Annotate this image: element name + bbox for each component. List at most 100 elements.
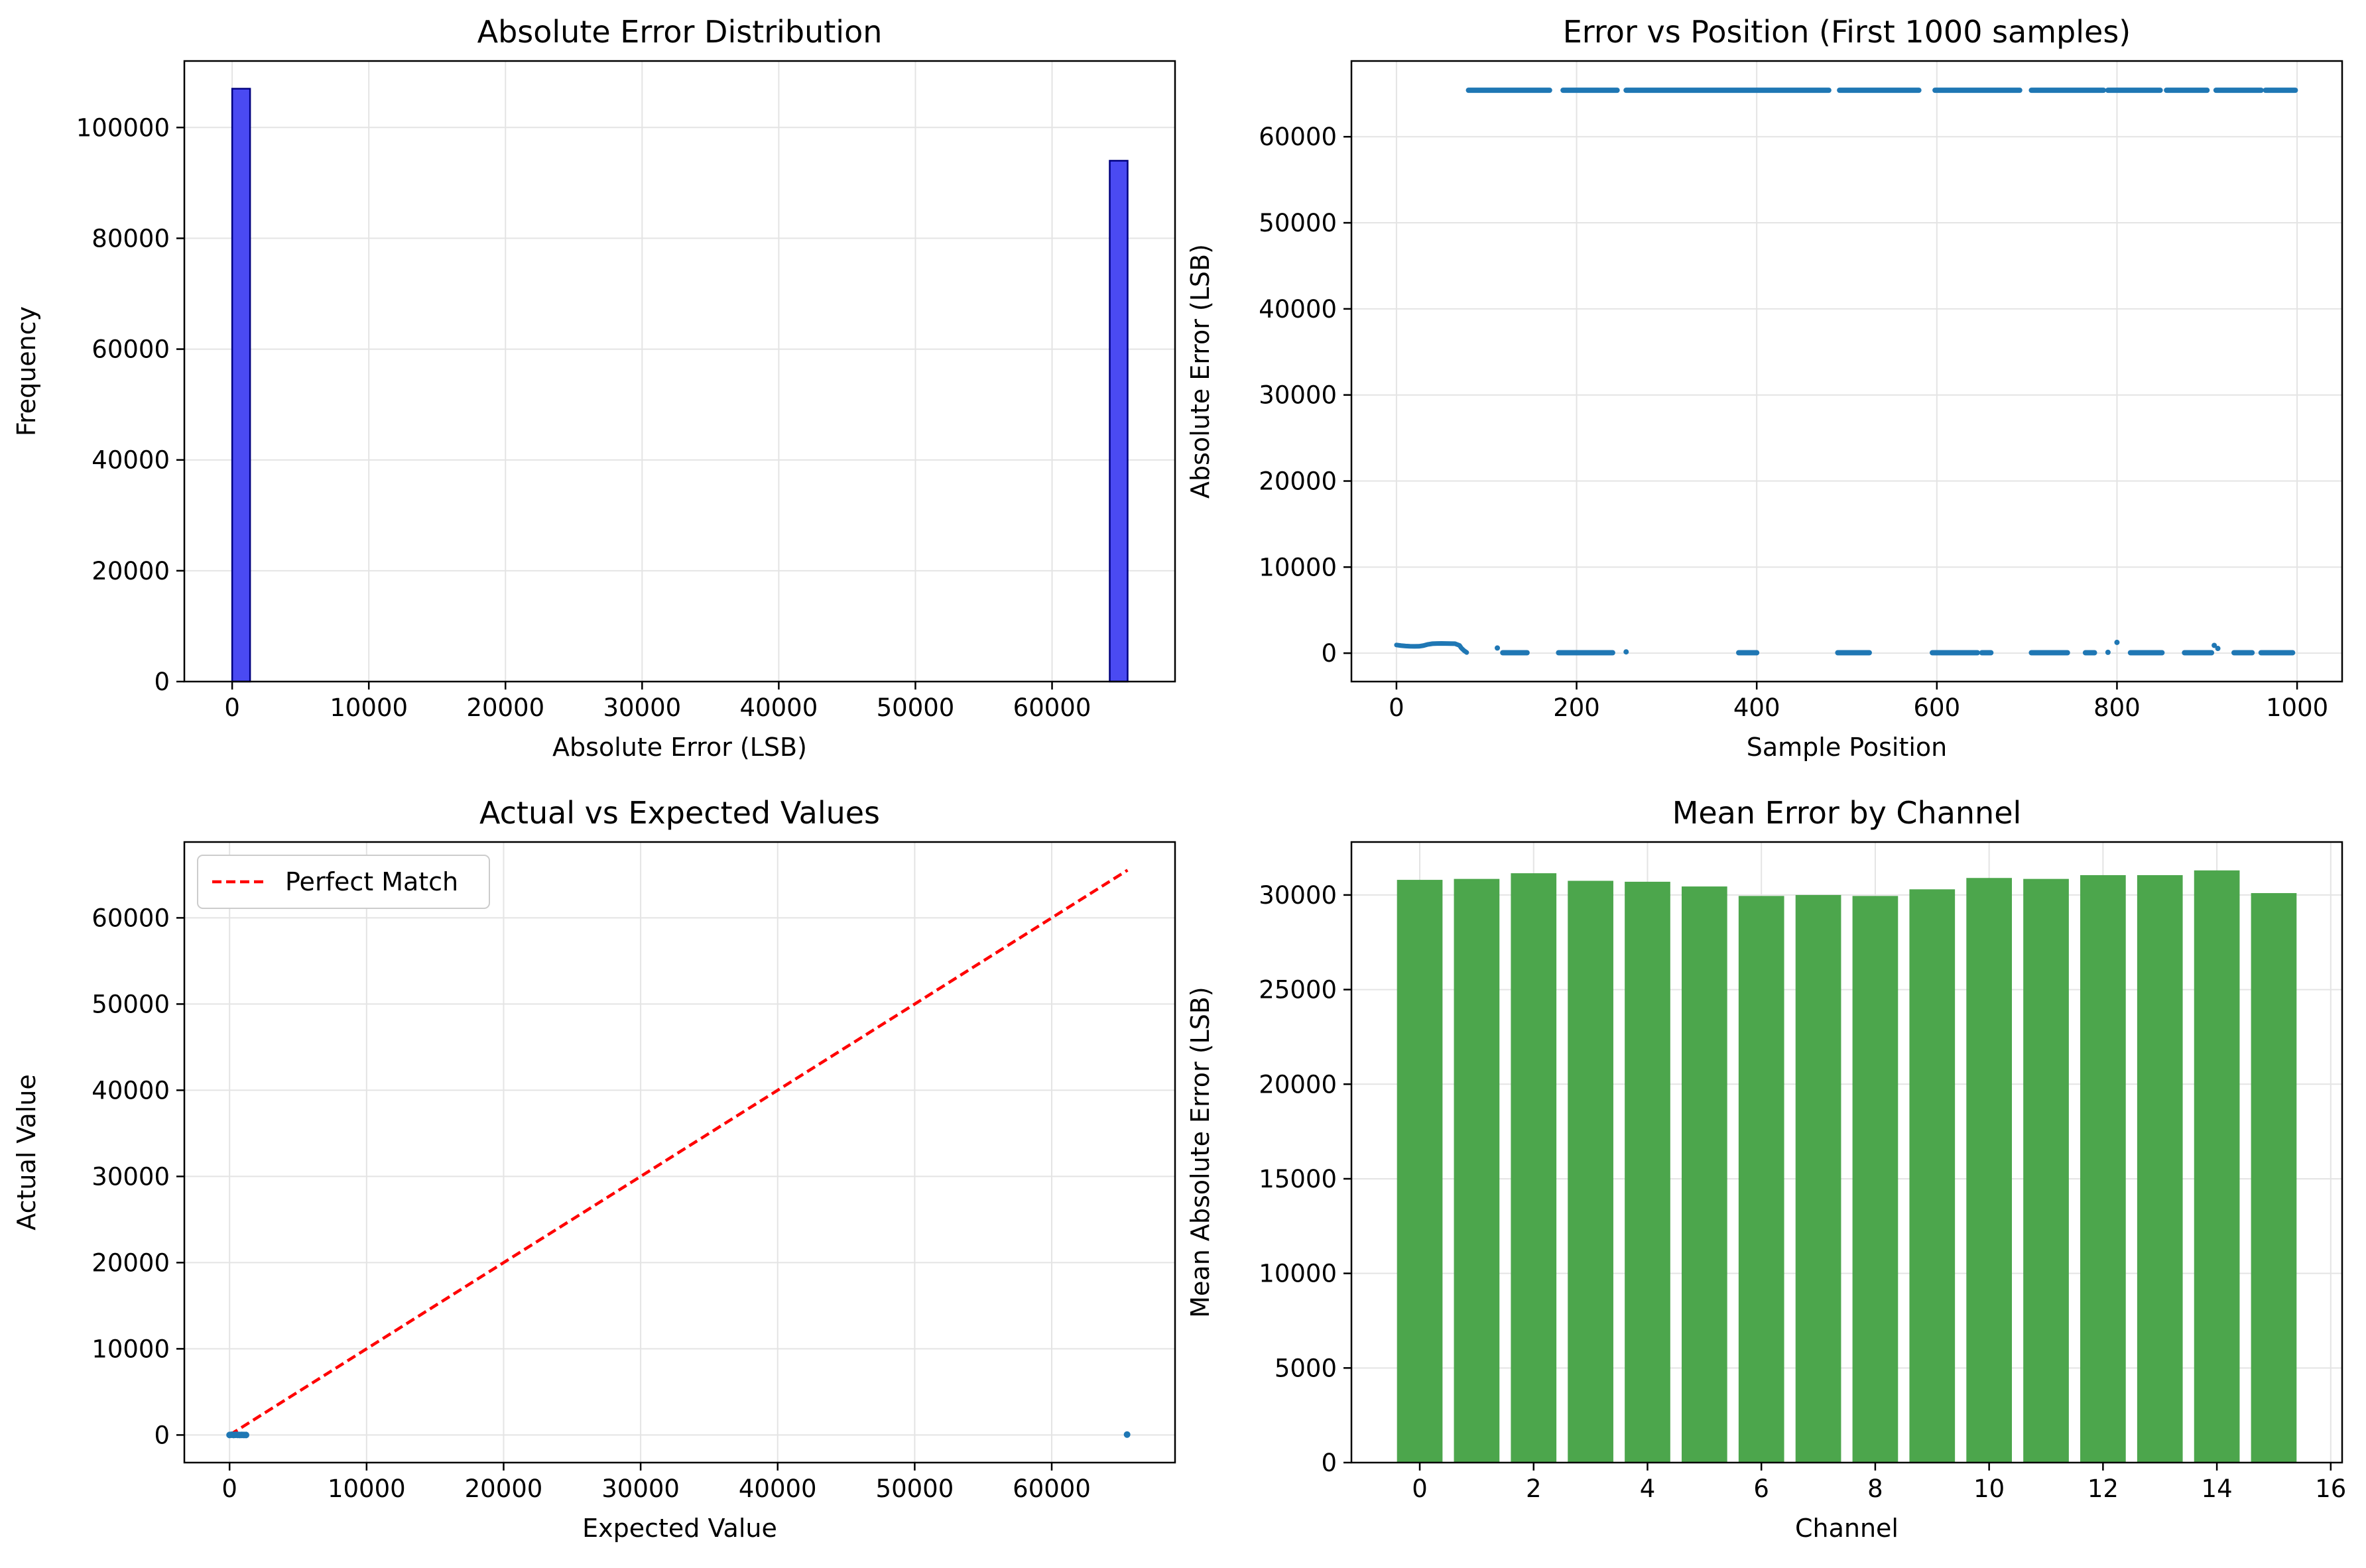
scatter-point <box>1123 1431 1131 1438</box>
y-tick-label: 30000 <box>92 1162 170 1191</box>
axes: 0 10000 20000 30000 40000 50000 60000 0 10000 200… <box>12 795 1176 1543</box>
x-axis-label: Channel <box>1795 1514 1899 1543</box>
channel-bar <box>1738 896 1784 1463</box>
scatter-point <box>1495 645 1501 651</box>
legend-label: Perfect Match <box>285 867 458 896</box>
x-tick-label: 1000 <box>2266 694 2328 722</box>
y-tick-label: 60000 <box>92 335 170 364</box>
scatter-point <box>2114 639 2120 645</box>
plot-frame <box>183 60 1176 683</box>
channel-bar <box>1568 880 1613 1463</box>
x-tick-label: 800 <box>2093 694 2141 722</box>
x-tick-label: 8 <box>1867 1475 1883 1503</box>
y-axis-label: Frequency <box>12 306 41 436</box>
x-tick-label: 40000 <box>740 694 818 722</box>
legend: Perfect Match <box>197 855 490 909</box>
x-tick-label: 0 <box>1389 694 1404 722</box>
y-tick-label: 50000 <box>92 990 170 1018</box>
x-tick-label: 0 <box>224 694 240 722</box>
y-tick-label: 60000 <box>92 904 170 932</box>
chart-panel-1: 0 10000 20000 30000 40000 50000 60000 0 20000 400… <box>12 14 1176 762</box>
x-tick-label: 16 <box>2315 1475 2346 1503</box>
y-tick-label: 50000 <box>1259 209 1337 237</box>
x-tick-label: 400 <box>1733 694 1780 722</box>
chart-title: Mean Error by Channel <box>1672 795 2022 831</box>
y-tick-label: 40000 <box>1259 295 1337 324</box>
legend-box <box>197 855 490 909</box>
y-tick-label: 10000 <box>1259 1260 1337 1288</box>
y-tick-label: 100000 <box>76 113 170 142</box>
plot-frame <box>1350 841 2343 1464</box>
channel-bar <box>2194 870 2240 1463</box>
plot-area <box>1394 88 2298 656</box>
plot-area <box>1397 870 2297 1463</box>
x-tick-label: 50000 <box>877 694 955 722</box>
scatter-point <box>242 1431 249 1439</box>
x-tick-label: 4 <box>1640 1475 1656 1503</box>
axes: 0 2 4 6 8 10 12 14 16 0 5000 10000 15000 20000 25000 30… <box>1186 795 2346 1543</box>
y-axis-label: Actual Value <box>12 1074 41 1230</box>
x-tick-label: 10 <box>1973 1475 2005 1503</box>
y-tick-label: 0 <box>1321 1449 1337 1477</box>
y-tick-label: 20000 <box>92 557 170 585</box>
chart-title: Error vs Position (First 1000 samples) <box>1563 14 2131 50</box>
x-tick-label: 30000 <box>603 694 681 722</box>
y-tick-label: 20000 <box>92 1248 170 1277</box>
y-tick-label: 0 <box>154 668 170 696</box>
channel-bar <box>2251 893 2297 1463</box>
y-tick-label: 10000 <box>1259 553 1337 581</box>
x-tick-label: 10000 <box>330 694 408 722</box>
x-tick-label: 200 <box>1553 694 1600 722</box>
y-tick-label: 40000 <box>92 1076 170 1105</box>
x-tick-label: 50000 <box>876 1475 954 1503</box>
x-tick-label: 0 <box>221 1475 237 1503</box>
channel-bar <box>2080 874 2126 1463</box>
y-tick-label: 10000 <box>92 1335 170 1363</box>
x-tick-label: 30000 <box>601 1475 680 1503</box>
histogram-bar <box>1109 160 1129 683</box>
y-axis-label: Absolute Error (LSB) <box>1186 244 1215 499</box>
y-tick-label: 30000 <box>1259 381 1337 410</box>
axes: 0 200 400 600 800 100001000020000300004000050… <box>1186 14 2343 762</box>
y-tick-label: 30000 <box>1259 881 1337 910</box>
y-tick-label: 25000 <box>1259 976 1337 1004</box>
y-tick-label: 20000 <box>1259 1070 1337 1099</box>
y-tick-label: 80000 <box>92 224 170 253</box>
x-axis-label: Absolute Error (LSB) <box>552 733 807 762</box>
x-tick-label: 600 <box>1914 694 1961 722</box>
plot-area <box>226 869 1131 1439</box>
plot-frame <box>183 841 1176 1464</box>
x-axis-label: Sample Position <box>1747 733 1948 762</box>
gridlines <box>1351 842 2342 1463</box>
x-tick-label: 6 <box>1753 1475 1769 1503</box>
channel-bar <box>1909 889 1956 1463</box>
chart-title: Actual vs Expected Values <box>479 795 880 831</box>
scatter-point <box>2211 642 2217 648</box>
gridlines <box>184 842 1175 1463</box>
gridlines <box>1351 61 2342 682</box>
plot-area <box>231 88 1129 683</box>
channel-bar <box>1795 894 1841 1463</box>
channel-bar <box>1852 896 1899 1463</box>
chart-title: Absolute Error Distribution <box>477 14 883 50</box>
scatter-point <box>2215 646 2221 652</box>
x-tick-label: 40000 <box>739 1475 817 1503</box>
y-tick-label: 20000 <box>1259 467 1337 496</box>
perfect-match-line <box>228 869 1129 1437</box>
channel-bar <box>1625 881 1670 1463</box>
channel-bar <box>1511 873 1557 1463</box>
y-tick-label: 0 <box>1321 639 1337 668</box>
channel-bar <box>2023 878 2069 1463</box>
x-tick-label: 20000 <box>466 694 544 722</box>
channel-bar <box>1966 878 2012 1463</box>
low-error-curve <box>1394 640 1469 655</box>
x-tick-label: 14 <box>2202 1475 2233 1503</box>
x-tick-label: 60000 <box>1013 694 1091 722</box>
y-tick-label: 60000 <box>1259 123 1337 151</box>
channel-bar <box>1454 878 1500 1463</box>
chart-panel-3: 0 10000 20000 30000 40000 50000 60000 0 10000 200… <box>12 795 1176 1543</box>
x-tick-label: 20000 <box>465 1475 543 1503</box>
channel-bar <box>2137 874 2183 1463</box>
y-tick-label: 0 <box>154 1421 170 1449</box>
